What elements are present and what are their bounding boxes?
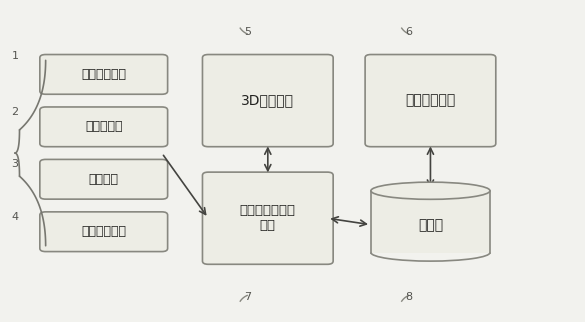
FancyBboxPatch shape <box>40 212 168 251</box>
Bar <box>371 191 490 252</box>
Ellipse shape <box>371 182 490 199</box>
Text: 2: 2 <box>11 107 18 117</box>
Text: 方案制定: 方案制定 <box>89 173 119 186</box>
FancyBboxPatch shape <box>40 54 168 94</box>
FancyBboxPatch shape <box>202 54 333 147</box>
FancyBboxPatch shape <box>365 54 496 147</box>
FancyBboxPatch shape <box>40 107 168 147</box>
Text: 数据库: 数据库 <box>418 218 443 232</box>
Text: 6: 6 <box>405 27 412 37</box>
Text: 业务流程模拟与
控制: 业务流程模拟与 控制 <box>240 204 296 232</box>
Text: 设备档案维护: 设备档案维护 <box>81 68 126 81</box>
Text: 4: 4 <box>11 212 18 222</box>
FancyBboxPatch shape <box>40 159 168 199</box>
Text: 运行状况分析: 运行状况分析 <box>405 94 456 108</box>
FancyBboxPatch shape <box>202 172 333 264</box>
Text: 3: 3 <box>11 159 18 169</box>
Text: 3D场景仿真: 3D场景仿真 <box>242 94 294 108</box>
Text: 8: 8 <box>405 292 412 302</box>
Text: 5: 5 <box>244 27 251 37</box>
Text: 7: 7 <box>243 292 251 302</box>
Text: 设备组管理: 设备组管理 <box>85 120 122 133</box>
Text: 检测任务管理: 检测任务管理 <box>81 225 126 238</box>
Text: 1: 1 <box>11 51 18 61</box>
